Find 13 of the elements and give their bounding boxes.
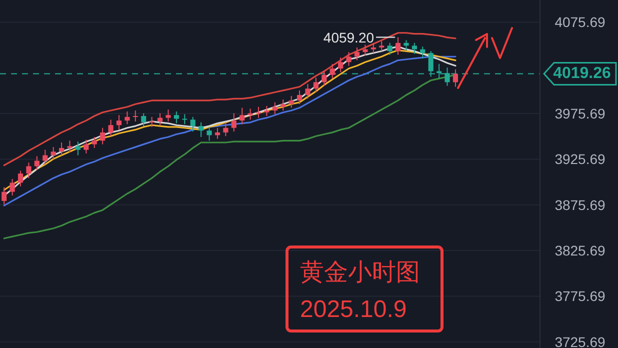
- y-tick-label: 3825.69: [554, 242, 606, 259]
- y-tick-label: 3775.69: [554, 288, 606, 304]
- annotation: 2025.10.9: [300, 296, 407, 323]
- y-tick-label: 3725.69: [554, 334, 606, 348]
- y-tick-label: 3925.69: [554, 151, 606, 168]
- ref-line-label: 4019.26: [553, 65, 612, 82]
- note-box: 黄金小时图 2025.10.9: [286, 246, 444, 332]
- y-tick-label: 3975.69: [554, 106, 606, 122]
- y-tick-label: 4075.69: [554, 14, 606, 30]
- y-tick-label: 3875.69: [554, 196, 606, 213]
- annotation: 黄金小时图: [300, 259, 420, 286]
- annotation: 4059.20: [323, 29, 374, 46]
- annotation-high: 4059.20: [323, 29, 396, 46]
